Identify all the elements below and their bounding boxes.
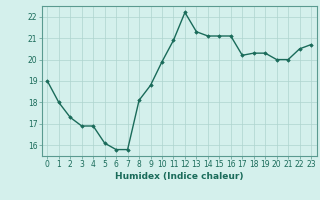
- X-axis label: Humidex (Indice chaleur): Humidex (Indice chaleur): [115, 172, 244, 181]
